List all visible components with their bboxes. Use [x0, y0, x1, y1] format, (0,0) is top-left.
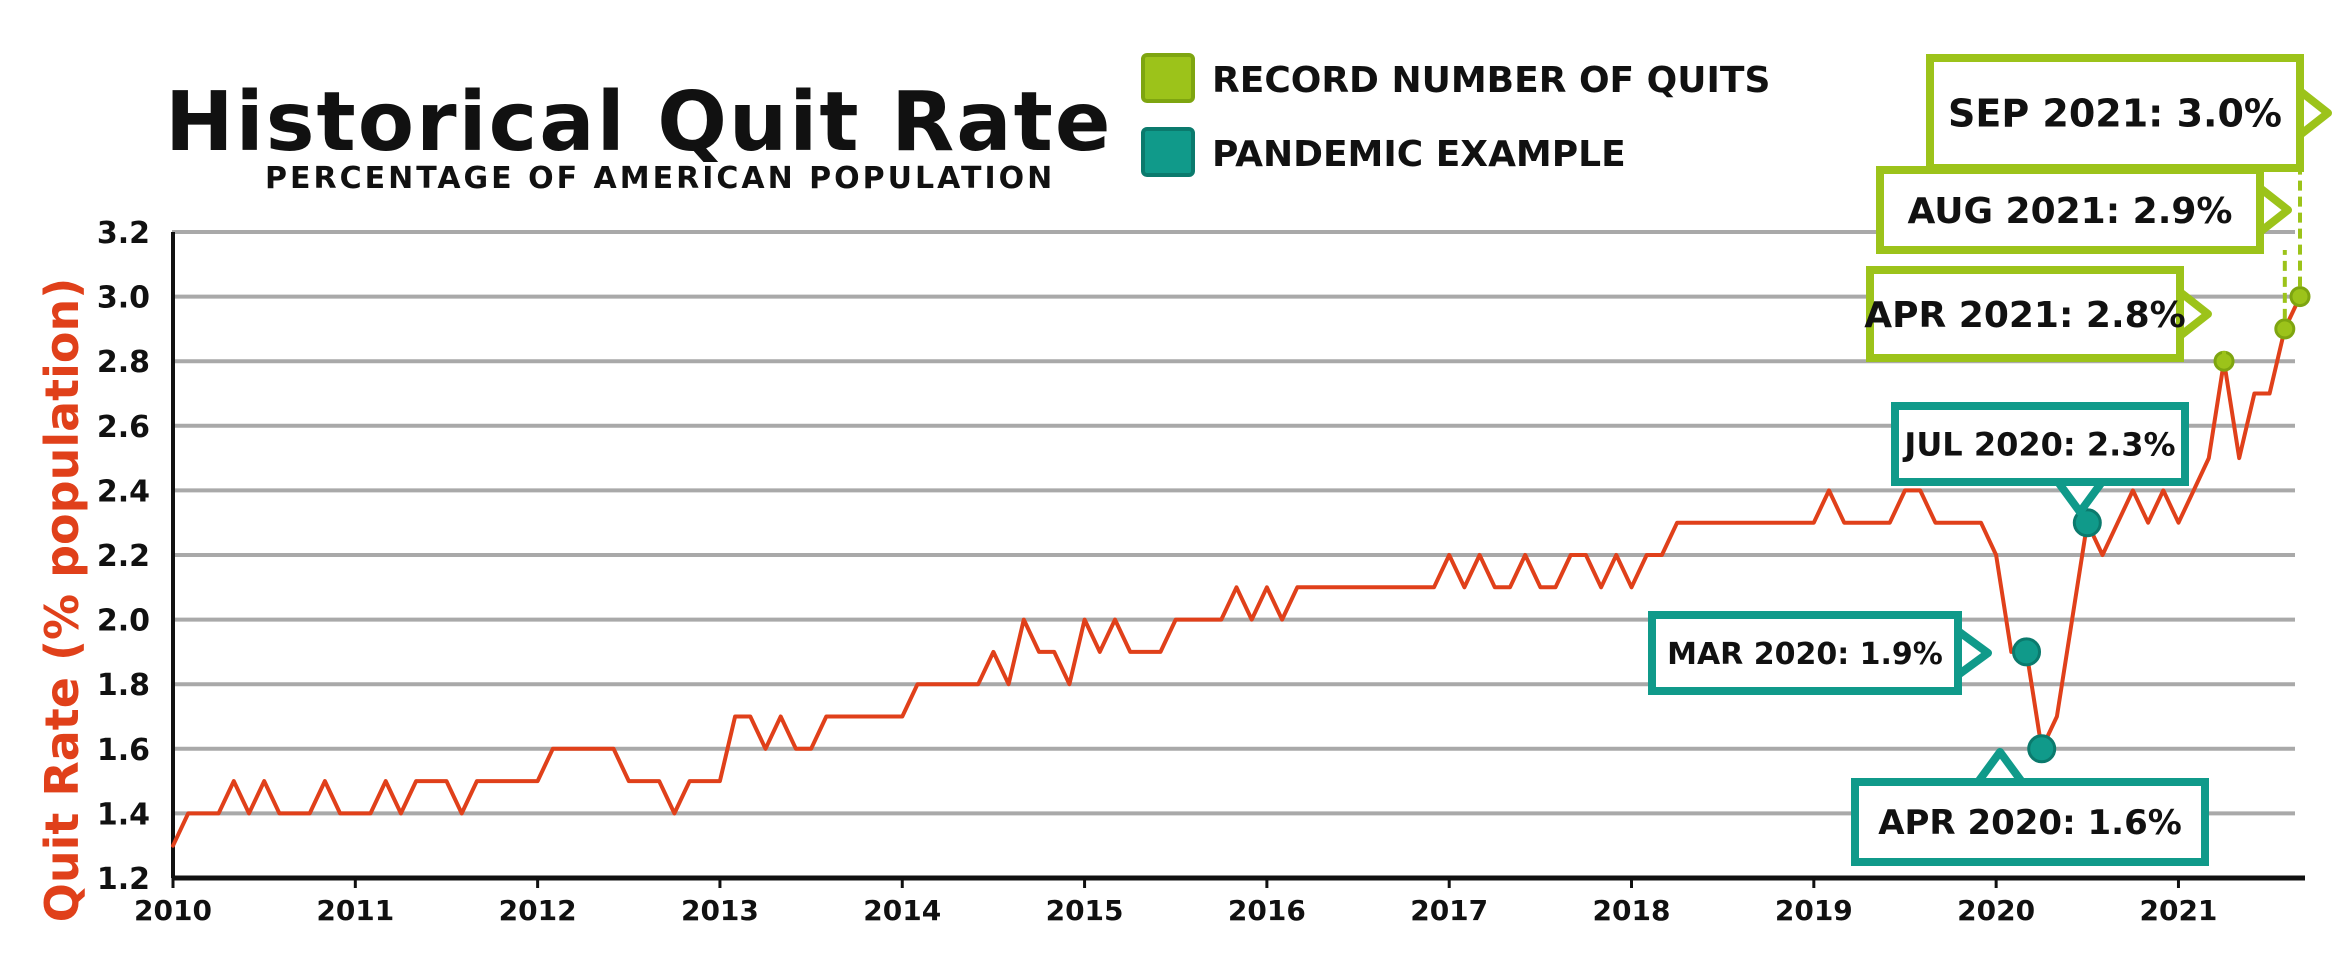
callout-box: [1851, 778, 2209, 866]
callout-pointer: [1954, 627, 1992, 679]
legend-label: RECORD NUMBER OF QUITS: [1212, 60, 1770, 101]
callout-pointer: [2256, 184, 2292, 236]
y-tick-label: 2.8: [97, 345, 150, 380]
x-tick-label: 2020: [1957, 894, 2035, 927]
y-tick-label: 3.0: [97, 281, 150, 316]
legend-label: PANDEMIC EXAMPLE: [1212, 134, 1626, 175]
axes: 1.2 1.4 1.6 1.8 2.0 2.2 2.4 2.6 2.8 3.0 3.2 2010 201…: [97, 216, 2305, 927]
callout-pointer: [2054, 478, 2106, 516]
series-layer: [171, 294, 2302, 848]
x-tick-label: 2021: [2139, 894, 2217, 927]
x-tick-label: 2017: [1410, 894, 1488, 927]
callout-label: AUG 2021: 2.9%: [1907, 191, 2232, 232]
callout-pointer: [1974, 748, 2026, 786]
x-tick-label: 2015: [1046, 894, 1124, 927]
callout-box: [1891, 402, 2189, 486]
y-tick-label: 2.6: [97, 410, 150, 445]
y-tick-label: 3.2: [97, 216, 150, 251]
x-tick-label: 2019: [1775, 894, 1853, 927]
x-tick-label: 2018: [1593, 894, 1671, 927]
x-tick-label: 2014: [863, 894, 941, 927]
callout-box: [1866, 266, 2184, 362]
y-tick-label: 1.8: [97, 668, 150, 703]
callout-label: APR 2020: 1.6%: [1878, 803, 2182, 843]
legend-swatch: [1141, 53, 1195, 103]
callout-label: SEP 2021: 3.0%: [1948, 92, 2282, 136]
callout-pointer: [2296, 87, 2332, 139]
markers: [2012, 286, 2311, 764]
series-line: [171, 294, 2302, 848]
callout-label: MAR 2020: 1.9%: [1667, 637, 1943, 672]
y-tick-label: 2.2: [97, 539, 150, 574]
callout-label: JUL 2020: 2.3%: [1902, 426, 2175, 464]
callout-pointer: [2176, 288, 2212, 340]
data-point-marker: [2289, 286, 2311, 308]
y-tick-label: 2.0: [97, 604, 150, 639]
data-point-marker: [2012, 637, 2042, 667]
y-axis-label: Quit Rate (% population): [35, 278, 89, 923]
callout-box: [1648, 611, 1962, 695]
chart-subtitle: percentage of American population: [265, 161, 1055, 196]
x-tick-label: 2013: [681, 894, 759, 927]
x-tick-label: 2016: [1228, 894, 1306, 927]
x-tick-label: 2011: [316, 894, 394, 927]
legend-swatch: [1141, 127, 1195, 177]
callouts: SEP 2021: 3.0% AUG 2021: 2.9% APR 2021: 2.…: [1648, 54, 2332, 866]
y-tick-label: 2.4: [97, 474, 150, 509]
chart-title: Historical Quit Rate: [165, 75, 1112, 170]
callout-label: APR 2021: 2.8%: [1864, 295, 2185, 336]
x-tick-label: 2012: [499, 894, 577, 927]
data-point-marker: [2274, 318, 2296, 340]
data-point-marker: [2072, 508, 2102, 538]
data-point-marker: [2027, 734, 2057, 764]
y-tick-label: 1.4: [97, 797, 150, 832]
x-tick-label: 2010: [134, 894, 212, 927]
callout-box: [1876, 166, 2264, 254]
y-tick-label: 1.2: [97, 862, 150, 897]
legend: RECORD NUMBER OF QUITS PANDEMIC EXAMPLE: [1141, 53, 1770, 177]
y-tick-label: 1.6: [97, 733, 150, 768]
